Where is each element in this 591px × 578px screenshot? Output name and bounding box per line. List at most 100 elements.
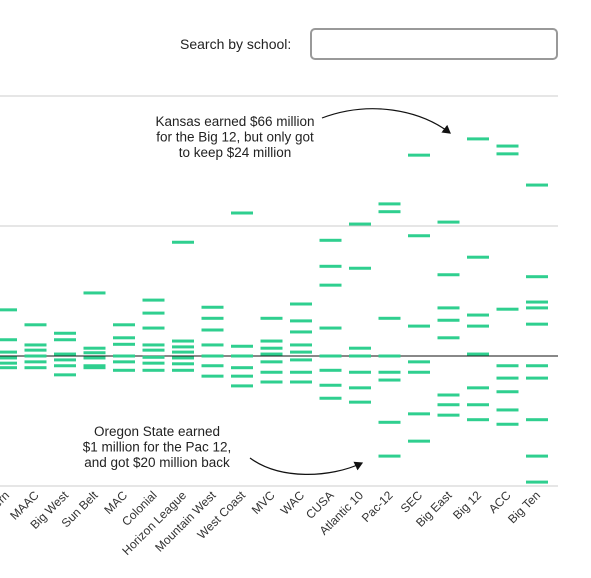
x-tick-label: ern: [0, 488, 12, 510]
dash: [260, 339, 283, 343]
dash: [496, 307, 519, 311]
dash: [54, 358, 76, 362]
dash: [378, 378, 401, 382]
dash: [408, 360, 430, 364]
dash: [172, 362, 194, 366]
dash: [526, 376, 548, 380]
dash: [172, 345, 194, 349]
dash: [408, 439, 430, 443]
annotation: for the Big 12, but only got: [156, 130, 314, 145]
dash: [467, 255, 489, 259]
dash: [24, 360, 47, 364]
dash: [83, 366, 106, 370]
x-tick-label: Pac-12: [359, 488, 396, 525]
dash: [231, 374, 253, 378]
dash: [113, 336, 135, 340]
arrow: [321, 108, 451, 134]
dash: [24, 343, 47, 347]
dash: [24, 366, 47, 370]
annotation: Oregon State earned: [94, 424, 220, 439]
dash: [496, 144, 519, 148]
dash: [0, 308, 17, 312]
dash: [0, 338, 17, 342]
dash: [378, 354, 401, 358]
dash: [0, 366, 17, 370]
dash: [142, 355, 165, 359]
dash: [201, 354, 224, 358]
x-tick-label: Big 12: [450, 488, 484, 522]
dash: [408, 153, 430, 157]
dash: [290, 343, 312, 347]
annotation: to keep $24 million: [179, 145, 292, 160]
annotation: $1 million for the Pac 12,: [83, 440, 232, 455]
dash: [201, 305, 224, 309]
dash: [526, 275, 548, 279]
dash: [172, 339, 194, 343]
dash: [260, 352, 283, 356]
dash: [231, 354, 253, 358]
dash: [54, 352, 76, 356]
dash: [378, 210, 401, 214]
dash: [113, 323, 135, 327]
dash: [290, 370, 312, 374]
dash: [467, 137, 489, 141]
dash: [142, 326, 165, 330]
dash: [231, 211, 253, 215]
dash: [290, 350, 312, 354]
dash: [201, 364, 224, 368]
dash: [142, 343, 165, 347]
dash: [378, 202, 401, 206]
dash: [142, 298, 165, 302]
dash: [408, 324, 430, 328]
dash: [260, 380, 283, 384]
dash: [496, 422, 519, 426]
dash: [408, 370, 430, 374]
dash: [142, 348, 165, 352]
dash: [467, 324, 489, 328]
dash: [437, 318, 460, 322]
dash: [526, 300, 548, 304]
dash: [319, 396, 342, 400]
dash: [437, 273, 460, 277]
dash: [349, 386, 371, 390]
dash: [54, 331, 76, 335]
dash: [290, 330, 312, 334]
dash: [83, 291, 106, 295]
dash: [467, 386, 489, 390]
dash: [142, 311, 165, 315]
dash: [319, 326, 342, 330]
dash: [378, 316, 401, 320]
search-input[interactable]: [310, 28, 558, 60]
dash: [201, 328, 224, 332]
dash: [319, 264, 342, 268]
dash: [349, 346, 371, 350]
dash: [319, 238, 342, 242]
x-tick-label: WAC: [278, 488, 308, 518]
search-label: Search by school:: [180, 36, 292, 52]
dash: [201, 374, 224, 378]
dash: [526, 306, 548, 310]
dash: [319, 383, 342, 387]
arrow: [249, 457, 364, 475]
dash: [231, 384, 253, 388]
dash: [24, 323, 47, 327]
annotation: and got $20 million back: [84, 455, 230, 470]
dash: [526, 364, 548, 368]
dash: [260, 370, 283, 374]
dash: [172, 350, 194, 354]
dash: [0, 361, 17, 365]
dash: [54, 364, 76, 368]
dash: [201, 343, 224, 347]
dash: [24, 348, 47, 352]
dash: [467, 352, 489, 356]
dash: [496, 376, 519, 380]
dash: [467, 418, 489, 422]
dash: [260, 360, 283, 364]
dash: [437, 413, 460, 417]
dash: [408, 234, 430, 238]
dash: [437, 393, 460, 397]
dash: [83, 346, 106, 350]
dash: [113, 360, 135, 364]
dash: [437, 336, 460, 340]
dash: [0, 356, 17, 360]
